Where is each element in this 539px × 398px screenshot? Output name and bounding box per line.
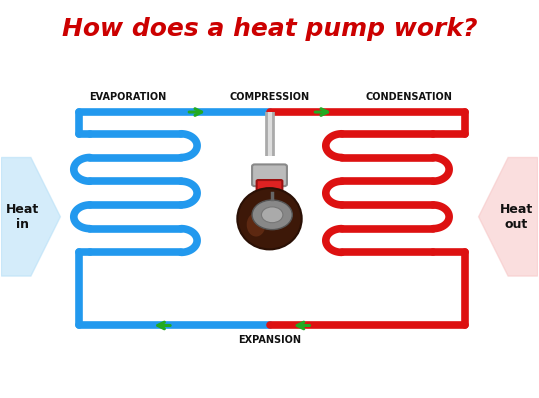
Ellipse shape: [247, 213, 266, 236]
Ellipse shape: [252, 200, 292, 230]
Text: CONDENSATION: CONDENSATION: [365, 92, 452, 102]
Text: Heat
out: Heat out: [500, 203, 533, 231]
Text: How does a heat pump work?: How does a heat pump work?: [62, 17, 477, 41]
FancyArrow shape: [2, 158, 60, 276]
FancyBboxPatch shape: [257, 180, 282, 198]
FancyArrow shape: [479, 158, 537, 276]
FancyBboxPatch shape: [252, 164, 287, 186]
Text: EXPANSION: EXPANSION: [238, 336, 301, 345]
Text: Heat
in: Heat in: [6, 203, 39, 231]
Text: COMPRESSION: COMPRESSION: [230, 92, 309, 102]
Ellipse shape: [237, 188, 302, 250]
Ellipse shape: [261, 207, 283, 223]
Text: EVAPORATION: EVAPORATION: [89, 92, 166, 102]
